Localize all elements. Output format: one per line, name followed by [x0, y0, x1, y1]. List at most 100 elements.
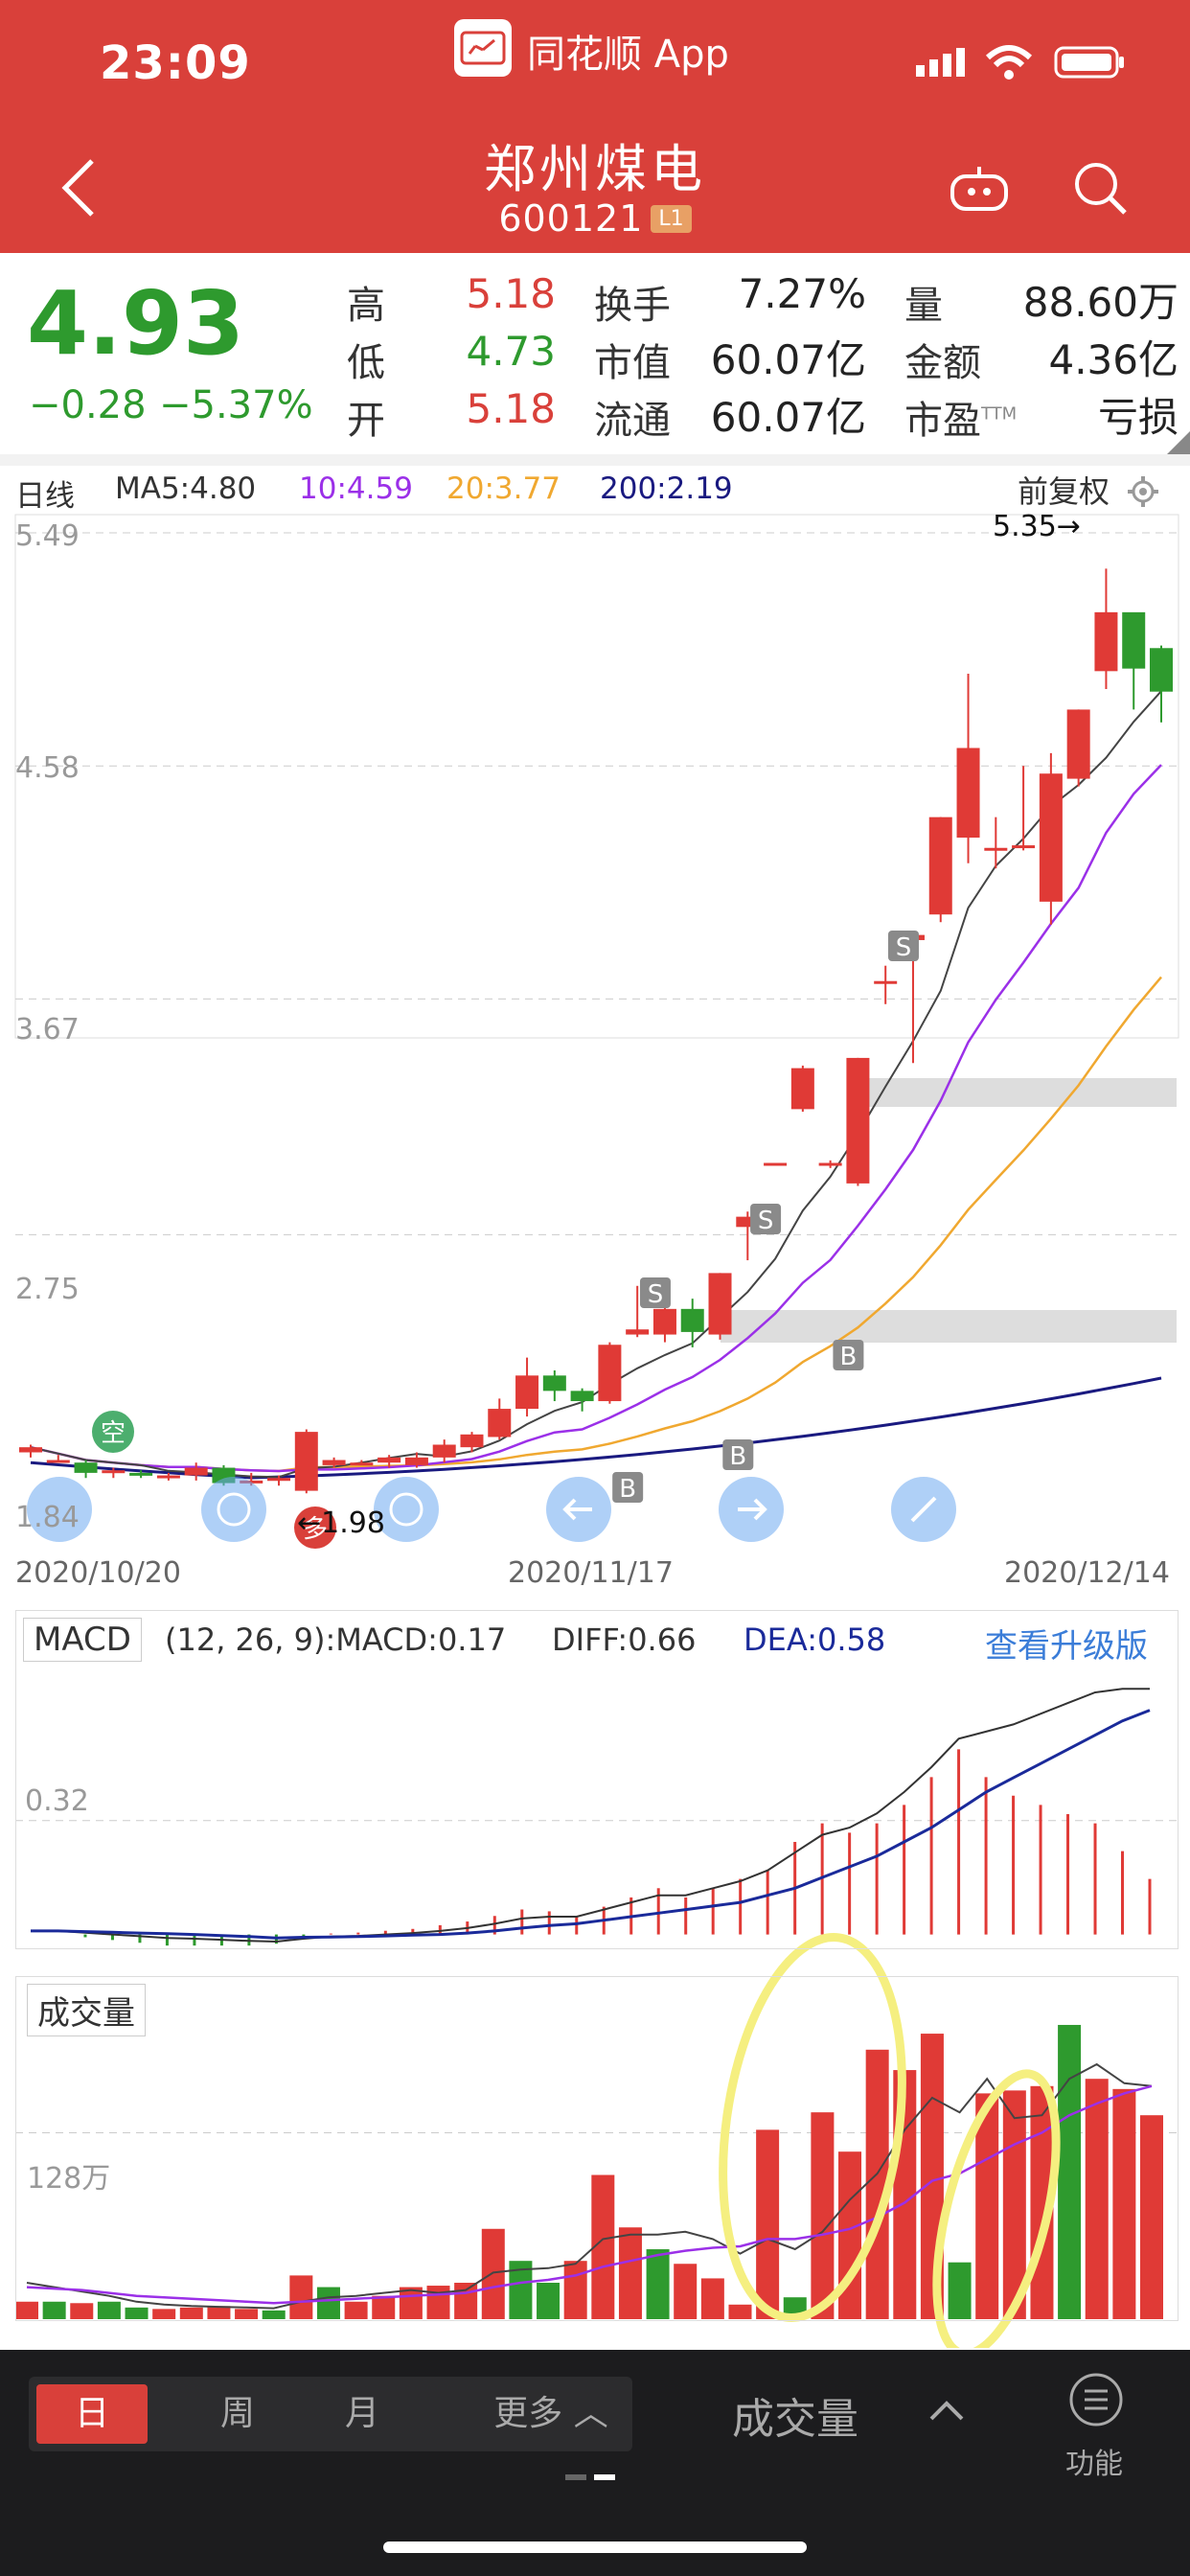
candle-body — [1150, 648, 1173, 692]
buy-signal-marker — [722, 1439, 754, 1470]
candle-body — [432, 1444, 456, 1458]
sell-signal-marker-text: S — [648, 1280, 664, 1309]
macd-upgrade-link[interactable]: 查看升级版 — [985, 1627, 1148, 1666]
candle — [102, 1467, 126, 1479]
volume-ma5-line — [26, 2062, 1153, 2310]
float-cap-value: 60.07亿 — [710, 394, 866, 441]
quote-panel: 4.93 −0.28 −5.37% 高 5.18 低 4.73 开 5.18 换… — [0, 253, 1190, 454]
indicator-selector[interactable]: 成交量 — [732, 2395, 858, 2444]
diff-line — [31, 1688, 1150, 1944]
candle — [846, 1057, 870, 1186]
volume-bar — [756, 2129, 780, 2319]
tab-week[interactable]: 周 — [219, 2394, 255, 2433]
zoom-plus-icon — [217, 1492, 251, 1527]
candle-body — [626, 1329, 650, 1335]
volume-chart — [15, 2024, 1179, 2319]
back-arrow-icon[interactable] — [59, 157, 98, 222]
volume-y-tick: 128万 — [27, 2162, 111, 2196]
tab-day[interactable]: 日 — [36, 2384, 148, 2444]
price-change: −0.28 — [29, 383, 147, 427]
candle — [129, 1470, 153, 1479]
dea-line — [31, 1709, 1151, 1940]
candle — [680, 1299, 704, 1347]
candle-body — [46, 1460, 70, 1463]
y-tick-2: 4.58 — [15, 751, 80, 785]
level-badge: L1 — [651, 205, 692, 233]
volume-bar — [289, 2275, 313, 2319]
candle — [1122, 611, 1146, 710]
long-signal-marker — [294, 1506, 336, 1549]
menu-function-icon[interactable] — [1067, 2371, 1125, 2428]
sell-signal-marker-text: S — [758, 1207, 774, 1235]
amount-value: 4.36亿 — [1048, 336, 1179, 383]
chart-ring-icon — [27, 1477, 92, 1542]
macd-dea: DEA:0.58 — [744, 1622, 886, 1658]
y-tick-top: 5.49 — [15, 519, 80, 553]
candle-body — [488, 1409, 512, 1438]
status-time: 23:09 — [100, 36, 251, 90]
chart-overlays: S B B S B S 空多 — [27, 931, 1061, 2348]
settings-gear-icon[interactable] — [1127, 475, 1159, 508]
candle-body — [294, 1432, 318, 1491]
expand-icon-line — [910, 1496, 937, 1523]
volume-bar — [700, 2278, 724, 2319]
open-label: 开 — [347, 399, 385, 443]
ma20-label: 20:3.77 — [446, 472, 561, 506]
amount-label: 金额 — [904, 341, 981, 385]
macd-params: (12, 26, 9):MACD:0.17 — [165, 1622, 507, 1658]
current-price: 4.93 — [27, 272, 244, 375]
section-divider — [0, 454, 1190, 466]
candle-body — [1066, 709, 1090, 779]
volume-tag-button[interactable]: 成交量 — [27, 1984, 146, 2036]
open-value: 5.18 — [466, 385, 556, 432]
robot-assistant-icon[interactable] — [949, 165, 1010, 217]
cellular-signal-icon — [916, 48, 970, 80]
stock-code-row: 600121 L1 — [0, 197, 1190, 240]
candle — [818, 1160, 842, 1168]
volume-bar — [42, 2301, 66, 2319]
volume-bar — [948, 2262, 972, 2319]
float-cap-label: 流通 — [594, 399, 671, 443]
volume-bar — [1085, 2079, 1109, 2319]
candle — [652, 1303, 676, 1343]
candle-body — [1094, 611, 1118, 672]
buy-signal-marker-text: B — [729, 1442, 746, 1471]
candle — [156, 1472, 180, 1481]
date-start-label: 2020/10/20 — [15, 1556, 181, 1590]
macd-tag-button[interactable]: MACD — [23, 1618, 142, 1662]
pe-value: 亏损 — [1097, 394, 1179, 441]
candle — [1039, 752, 1063, 925]
candle — [1066, 709, 1090, 787]
candle-body — [652, 1308, 676, 1335]
volume-value: 88.60万 — [1022, 279, 1179, 326]
volume-bar — [207, 2306, 231, 2319]
volume-bar — [1002, 2090, 1026, 2319]
search-icon[interactable] — [1071, 159, 1129, 220]
more-periods-button[interactable]: 更多 ︿ — [469, 2377, 632, 2451]
volume-bar — [125, 2307, 149, 2319]
candlestick-chart[interactable] — [14, 514, 1179, 1494]
tab-month[interactable]: 月 — [344, 2394, 379, 2433]
volume-bar — [537, 2283, 561, 2319]
candle — [184, 1462, 208, 1481]
candle-body — [267, 1478, 291, 1482]
candle — [790, 1065, 814, 1113]
candle-frame — [14, 514, 1179, 1039]
ma10-label: 10:4.59 — [299, 472, 413, 506]
expand-corner-icon[interactable] — [1167, 431, 1190, 454]
y-tick-3: 3.67 — [15, 1013, 80, 1046]
stock-charts[interactable]: S B B S B S 空多 — [0, 508, 1190, 2348]
adjust-mode-button[interactable]: 前复权 — [1018, 473, 1110, 510]
low-value: 4.73 — [466, 328, 556, 375]
candle — [488, 1398, 512, 1440]
chevron-up-icon[interactable] — [927, 2398, 966, 2423]
period-label: 日线 — [15, 479, 75, 514]
high-value: 5.18 — [466, 270, 556, 317]
function-label[interactable]: 功能 — [1065, 2448, 1123, 2481]
buy-signal-marker-text: B — [839, 1343, 857, 1371]
turnover-value: 7.27% — [738, 270, 866, 317]
candle-body — [378, 1457, 401, 1463]
candle — [46, 1455, 70, 1463]
gap-zone — [721, 1310, 1177, 1343]
stock-name: 郑州煤电 — [484, 139, 706, 199]
